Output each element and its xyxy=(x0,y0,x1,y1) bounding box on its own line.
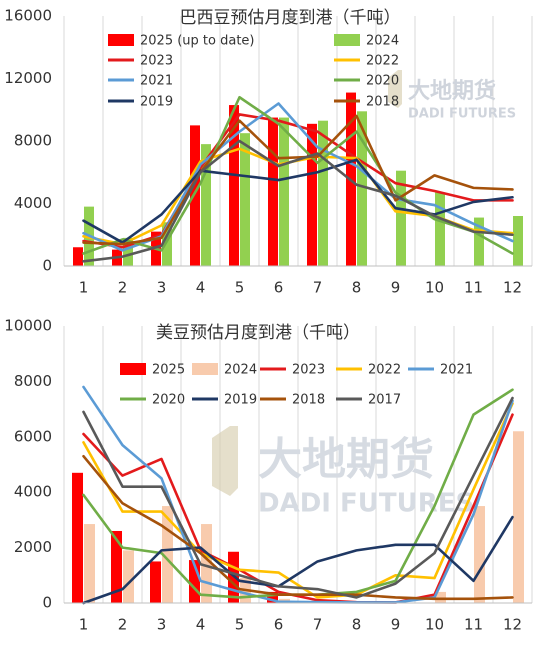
y-tick-label: 10000 xyxy=(4,317,52,335)
legend-item: 2020 xyxy=(334,74,399,89)
bar-2024 xyxy=(474,506,485,603)
x-tick-label: 6 xyxy=(274,616,284,634)
legend-label: 2019 xyxy=(224,393,257,408)
legend-label: 2024 xyxy=(366,34,399,49)
legend-item: 2022 xyxy=(334,54,399,69)
y-tick-label: 16000 xyxy=(4,7,52,25)
x-tick-label: 4 xyxy=(196,279,206,297)
legend-item: 2018 xyxy=(334,95,399,110)
bar-2024 xyxy=(84,524,95,603)
bar-2024 xyxy=(279,118,289,266)
x-tick-label: 8 xyxy=(352,616,362,634)
legend-swatch xyxy=(192,363,218,375)
watermark-text: 大地期货 xyxy=(258,434,434,485)
legend-label: 2021 xyxy=(440,363,473,378)
x-tick-label: 3 xyxy=(157,279,167,297)
legend-item: 2019 xyxy=(108,95,173,110)
x-tick-label: 10 xyxy=(425,279,444,297)
bar-2025 xyxy=(72,473,83,603)
watermark-logo-icon xyxy=(212,426,238,496)
legend-item: 2023 xyxy=(260,363,325,378)
x-tick-label: 8 xyxy=(352,279,362,297)
y-tick-label: 0 xyxy=(42,594,52,612)
legend-item: 2017 xyxy=(336,393,401,408)
legend-item: 2024 xyxy=(334,34,399,49)
chart-title: 巴西豆预估月度到港（千吨） xyxy=(180,8,401,28)
legend-label: 2022 xyxy=(366,54,399,69)
legend-item: 2021 xyxy=(108,74,173,89)
y-tick-label: 12000 xyxy=(4,69,52,87)
bar-2024 xyxy=(513,216,523,266)
legend-item: 2022 xyxy=(336,363,401,378)
x-tick-label: 12 xyxy=(503,279,522,297)
x-tick-label: 3 xyxy=(157,616,167,634)
x-tick-label: 9 xyxy=(391,616,401,634)
x-tick-label: 11 xyxy=(464,616,483,634)
watermark-text-en: DADI FUTURES xyxy=(258,489,474,519)
legend-label: 2022 xyxy=(368,363,401,378)
x-tick-label: 6 xyxy=(274,279,284,297)
bar-2025 xyxy=(150,561,161,603)
y-tick-label: 4000 xyxy=(14,194,52,212)
x-tick-label: 9 xyxy=(391,279,401,297)
legend-item: 2021 xyxy=(408,363,473,378)
legend-label: 2023 xyxy=(292,363,325,378)
bar-2025-up-to-date- xyxy=(73,247,83,266)
y-tick-label: 8000 xyxy=(14,372,52,390)
x-tick-label: 1 xyxy=(79,616,89,634)
legend-item: 2020 xyxy=(120,393,185,408)
legend-swatch xyxy=(108,34,134,46)
bar-2025-up-to-date- xyxy=(268,118,278,266)
bar-2024 xyxy=(123,550,134,603)
chart-title: 美豆预估月度到港（千吨） xyxy=(156,323,360,343)
legend-label: 2020 xyxy=(152,393,185,408)
legend-label: 2018 xyxy=(292,393,325,408)
x-tick-label: 12 xyxy=(503,616,522,634)
y-tick-label: 6000 xyxy=(14,427,52,445)
legend-label: 2025 xyxy=(152,363,185,378)
x-tick-label: 4 xyxy=(196,616,206,634)
bar-2025-up-to-date- xyxy=(190,125,200,266)
legend: 2025 2024 2023 2022 2021 2020 2019 2018 2017 xyxy=(120,363,473,408)
legend-item: 2025 (up to date) xyxy=(108,34,254,49)
y-tick-label: 2000 xyxy=(14,538,52,556)
legend-label: 2018 xyxy=(366,95,399,110)
y-tick-label: 0 xyxy=(42,257,52,275)
x-tick-label: 7 xyxy=(313,616,323,634)
legend-label: 2020 xyxy=(366,74,399,89)
x-tick-label: 10 xyxy=(425,616,444,634)
x-tick-label: 11 xyxy=(464,279,483,297)
bar-2024 xyxy=(318,121,328,266)
y-tick-label: 4000 xyxy=(14,483,52,501)
x-tick-label: 5 xyxy=(235,279,245,297)
legend-item: 2019 xyxy=(192,393,257,408)
x-tick-label: 5 xyxy=(235,616,245,634)
watermark-text-en: DADI FUTURES xyxy=(408,107,516,122)
legend-label: 2019 xyxy=(140,95,173,110)
legend-item: 2023 xyxy=(108,54,173,69)
bar-2024 xyxy=(513,431,524,603)
watermark: 大地期货 DADI FUTURES xyxy=(388,70,516,122)
watermark-text: 大地期货 xyxy=(408,78,496,104)
x-tick-label: 2 xyxy=(118,279,128,297)
legend-label: 2017 xyxy=(368,393,401,408)
x-tick-label: 2 xyxy=(118,616,128,634)
bar-2024 xyxy=(435,193,445,266)
legend-label: 2023 xyxy=(140,54,173,69)
legend-item: 2025 xyxy=(120,363,185,378)
x-tick-label: 1 xyxy=(79,279,89,297)
legend-label: 2024 xyxy=(224,363,257,378)
y-tick-label: 8000 xyxy=(14,132,52,150)
legend-item: 2018 xyxy=(260,393,325,408)
x-tick-label: 7 xyxy=(313,279,323,297)
legend-label: 2021 xyxy=(140,74,173,89)
legend-item: 2024 xyxy=(192,363,257,378)
legend-label: 2025 (up to date) xyxy=(140,34,254,49)
legend-swatch xyxy=(120,363,146,375)
legend-swatch xyxy=(334,34,360,46)
